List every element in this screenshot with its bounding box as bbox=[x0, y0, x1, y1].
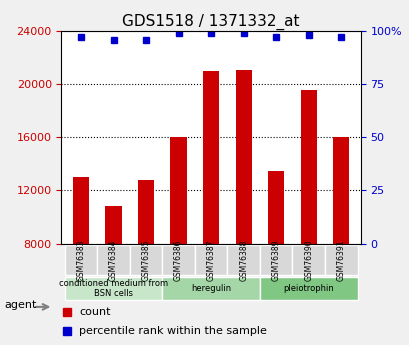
Text: pleiotrophin: pleiotrophin bbox=[283, 284, 333, 293]
Text: GSM76384: GSM76384 bbox=[109, 239, 118, 281]
Bar bbox=[105, 206, 121, 244]
FancyBboxPatch shape bbox=[227, 245, 259, 275]
Text: agent: agent bbox=[4, 300, 36, 310]
Text: GSM76389: GSM76389 bbox=[271, 239, 280, 281]
FancyBboxPatch shape bbox=[65, 276, 162, 300]
FancyBboxPatch shape bbox=[292, 245, 324, 275]
FancyBboxPatch shape bbox=[324, 245, 357, 275]
Text: GSM76391: GSM76391 bbox=[336, 239, 345, 281]
Text: conditioned medium from
BSN cells: conditioned medium from BSN cells bbox=[59, 279, 168, 298]
Text: GSM76386: GSM76386 bbox=[174, 239, 183, 281]
Bar bbox=[300, 89, 316, 244]
FancyBboxPatch shape bbox=[259, 245, 292, 275]
Text: GSM76385: GSM76385 bbox=[141, 239, 150, 281]
Text: GSM76383: GSM76383 bbox=[76, 239, 85, 281]
Bar bbox=[267, 170, 284, 244]
Text: heregulin: heregulin bbox=[191, 284, 231, 293]
FancyBboxPatch shape bbox=[194, 245, 227, 275]
Bar bbox=[235, 70, 251, 244]
Text: percentile rank within the sample: percentile rank within the sample bbox=[79, 326, 267, 336]
Text: count: count bbox=[79, 307, 111, 317]
Bar bbox=[137, 180, 154, 244]
Text: GSM76388: GSM76388 bbox=[238, 239, 247, 281]
FancyBboxPatch shape bbox=[97, 245, 130, 275]
Bar bbox=[73, 177, 89, 244]
FancyBboxPatch shape bbox=[162, 276, 259, 300]
Bar bbox=[170, 137, 186, 244]
Bar bbox=[333, 137, 348, 244]
Text: GSM76387: GSM76387 bbox=[206, 239, 215, 281]
Text: GSM76390: GSM76390 bbox=[303, 239, 312, 281]
Bar bbox=[202, 71, 219, 244]
Title: GDS1518 / 1371332_at: GDS1518 / 1371332_at bbox=[122, 13, 299, 30]
FancyBboxPatch shape bbox=[259, 276, 357, 300]
FancyBboxPatch shape bbox=[162, 245, 194, 275]
FancyBboxPatch shape bbox=[130, 245, 162, 275]
FancyBboxPatch shape bbox=[65, 245, 97, 275]
